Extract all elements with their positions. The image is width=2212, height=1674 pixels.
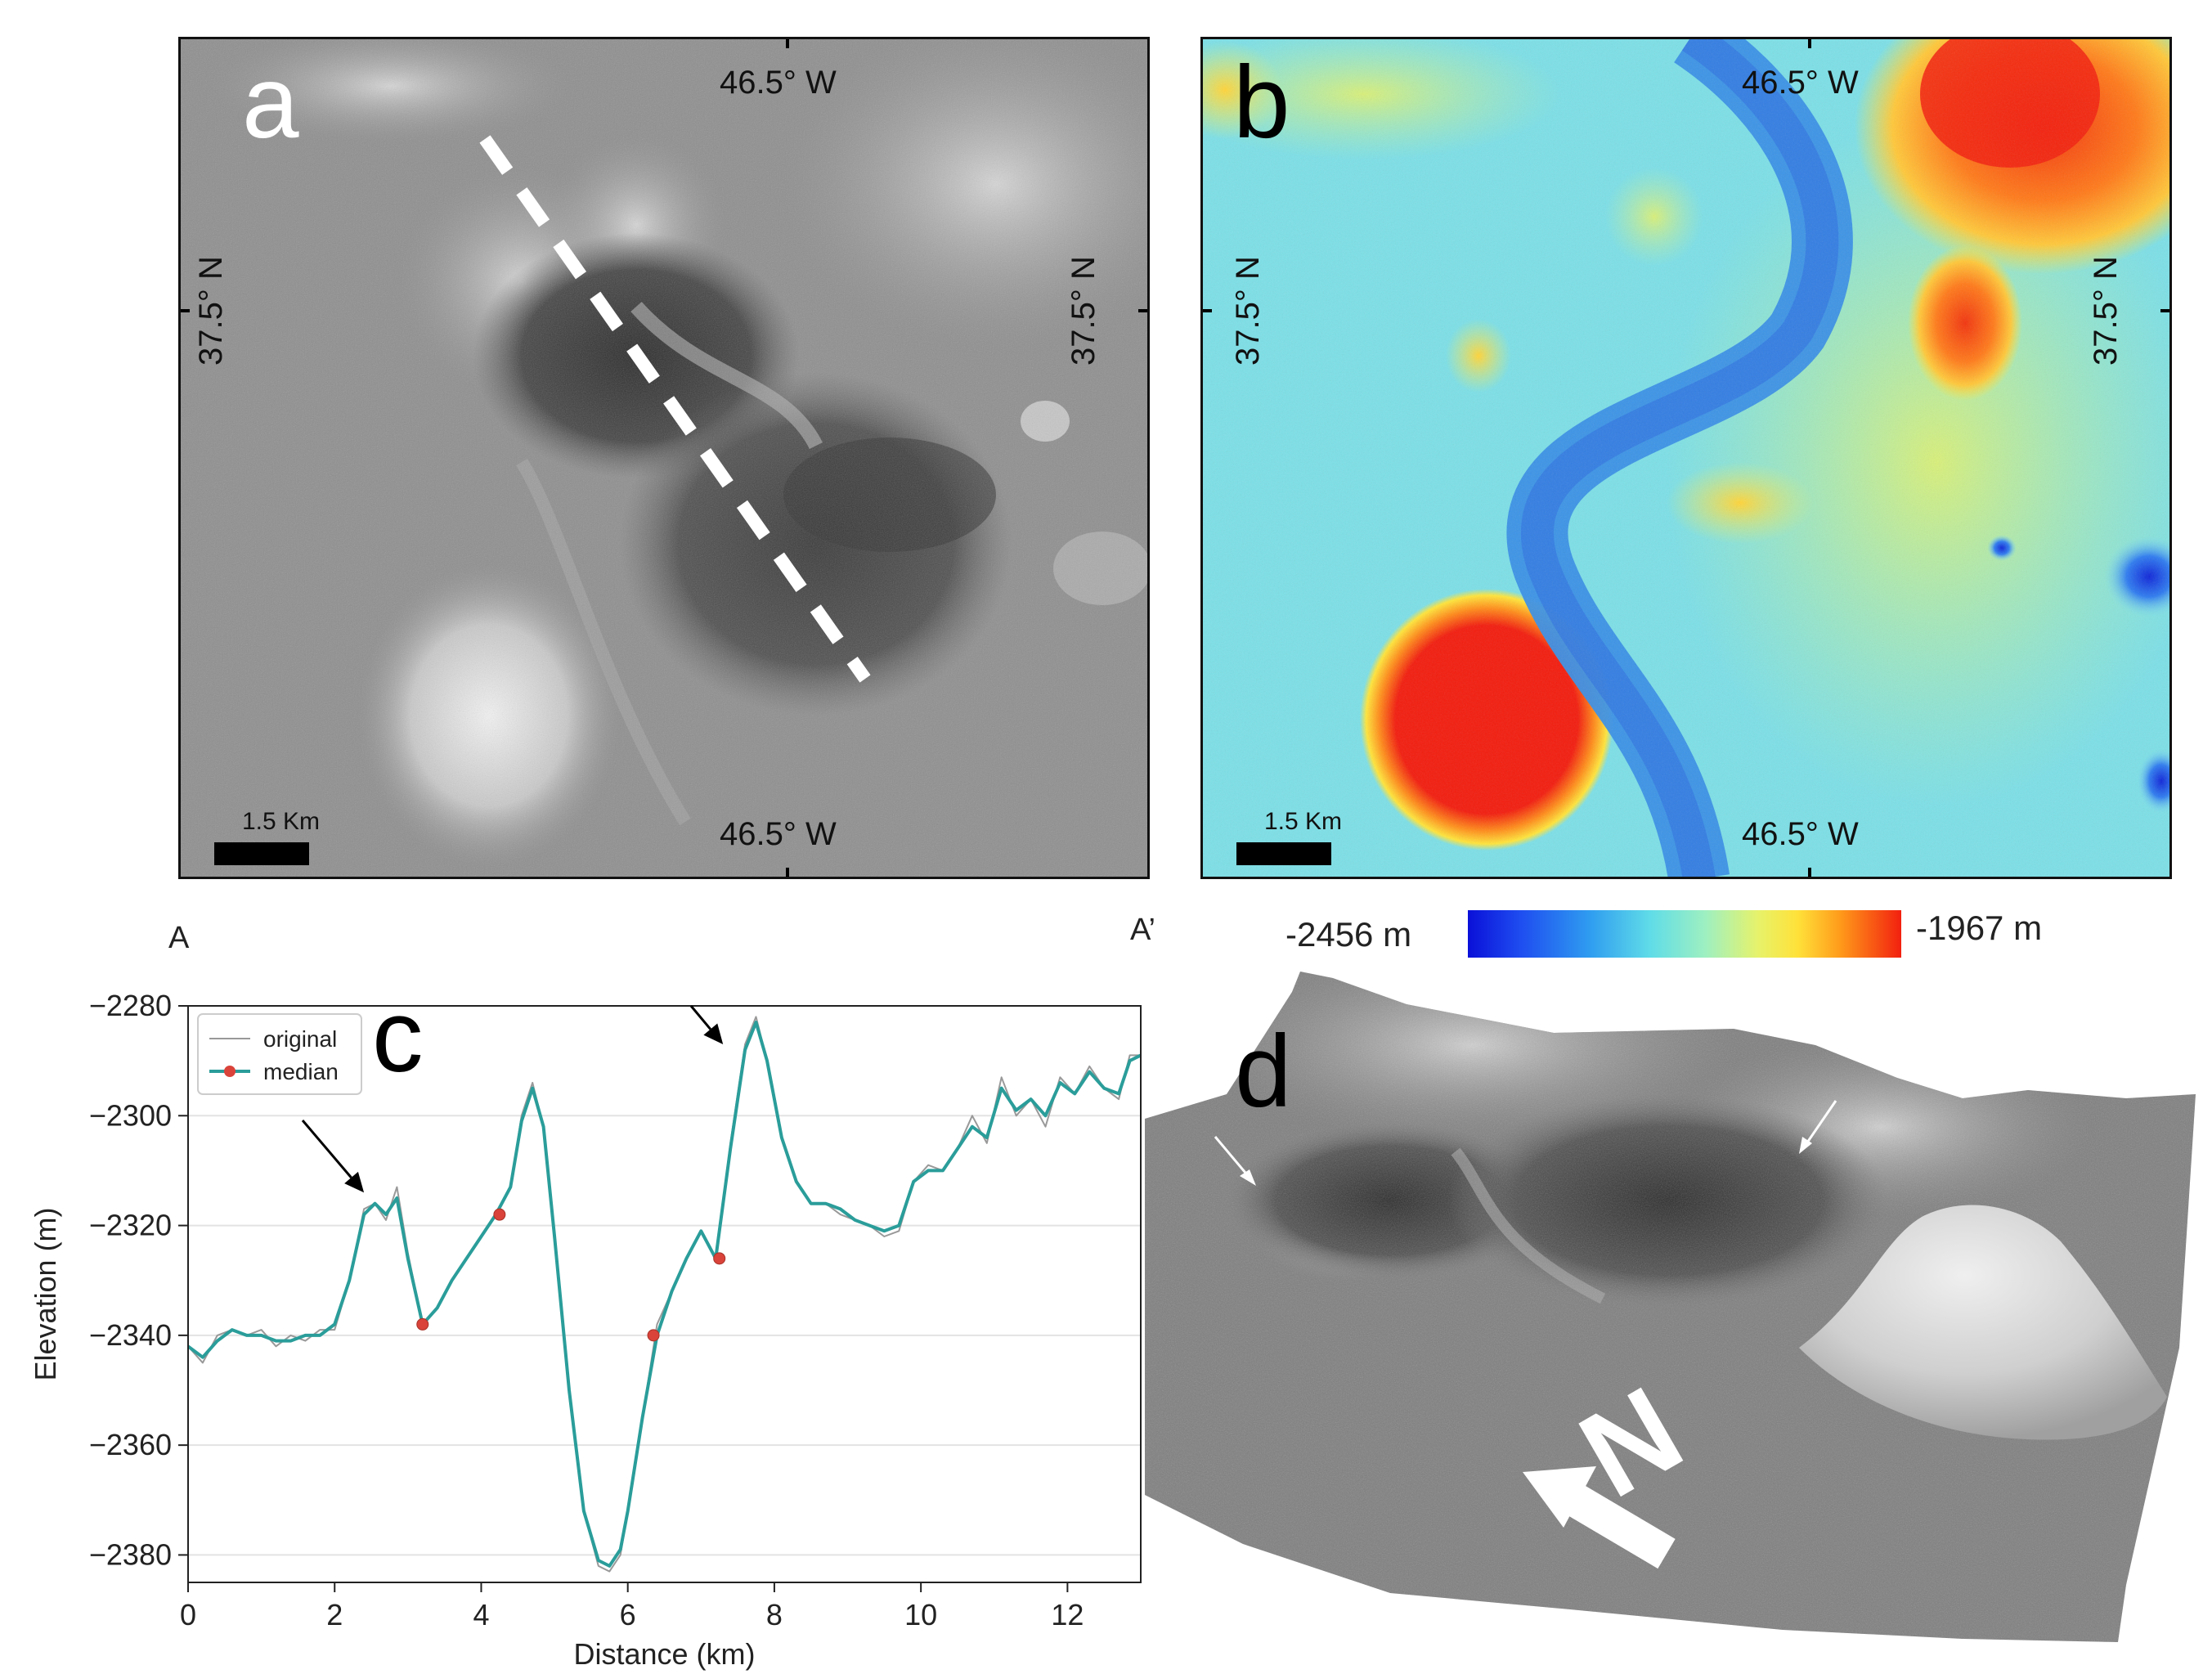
legend-box [197, 1013, 362, 1095]
panel-b-lon-top: 46.5° W [1742, 65, 1859, 101]
y-tick-label: −2300 [89, 1098, 172, 1132]
x-tick-label: 6 [620, 1598, 636, 1631]
median-marker [416, 1317, 429, 1331]
legend-marker-median [224, 1066, 236, 1077]
y-tick-label: −2380 [89, 1537, 172, 1571]
panel-b-letter: b [1233, 46, 1290, 159]
colorbar [1468, 910, 1901, 958]
y-axis-label: Elevation (m) [29, 1207, 62, 1380]
x-tick-label: 10 [904, 1598, 937, 1631]
annotation-arrow-head [703, 1023, 724, 1044]
panel-a-image [178, 37, 1150, 879]
panel-b-lat-right: 37.5° N [2088, 256, 2124, 366]
y-tick-label: −2320 [89, 1209, 172, 1242]
panel-a: a 46.5° W 46.5° W 37.5° N 37.5° N 1.5 Km [178, 37, 1150, 879]
legend-label-median: median [263, 1059, 339, 1084]
panel-b-scale-bar [1236, 842, 1331, 865]
median-marker [493, 1208, 506, 1221]
colorbar-max-label: -1967 m [1916, 909, 2043, 947]
series-line-median [186, 1021, 1142, 1568]
median-marker [647, 1329, 660, 1342]
legend-label-original: original [263, 1026, 337, 1052]
panel-c-letter: c [372, 980, 424, 1093]
panel-d: d N [1145, 955, 2212, 1674]
x-axis-label: Distance (km) [573, 1637, 755, 1671]
panel-a-lat-right: 37.5° N [1066, 256, 1102, 366]
plot-area [188, 1006, 1141, 1582]
panel-a-lat-left: 37.5° N [193, 256, 229, 366]
x-tick-label: 8 [766, 1598, 783, 1631]
panel-a-lon-top: 46.5° W [720, 65, 837, 101]
x-tick-label: 4 [473, 1598, 489, 1631]
median-marker [713, 1252, 726, 1265]
panel-a-scale-label: 1.5 Km [242, 808, 321, 835]
panel-b: b 46.5° W 46.5° W 37.5° N 37.5° N 1.5 Km [1200, 37, 2172, 879]
panel-a-lon-bottom: 46.5° W [720, 816, 837, 852]
profile-chart: 0 2 4 6 8 10 12 −2280 −2300 −2320 −2340 −2360 −2380 D… [29, 980, 1142, 1671]
annotation-arrow-line [689, 1005, 711, 1030]
annotation-arrow-head [344, 1171, 365, 1193]
profile-end-label: A’ [1130, 913, 1155, 947]
annotation-arrow-line [301, 1120, 352, 1178]
x-tick-label: 12 [1051, 1598, 1084, 1631]
panel-d-letter: d [1235, 1015, 1292, 1129]
y-tick-label: −2340 [89, 1318, 172, 1352]
y-tick-label: −2280 [89, 989, 172, 1022]
panel-a-scale-bar [214, 842, 309, 865]
colorbar-min-label: -2456 m [1285, 915, 1412, 954]
panel-d-3d-view [1145, 972, 2196, 1642]
panel-b-lon-bottom: 46.5° W [1742, 816, 1859, 852]
panel-b-scale-label: 1.5 Km [1264, 808, 1343, 835]
x-tick-label: 2 [326, 1598, 343, 1631]
panel-a-letter: a [242, 46, 299, 159]
panel-b-elevation-map [1200, 37, 2172, 879]
x-tick-label: 0 [180, 1598, 196, 1631]
axes-frame [187, 1005, 1142, 1583]
y-tick-label: −2360 [89, 1428, 172, 1461]
panel-b-lat-left: 37.5° N [1230, 256, 1266, 366]
profile-start-label: A [168, 921, 190, 955]
